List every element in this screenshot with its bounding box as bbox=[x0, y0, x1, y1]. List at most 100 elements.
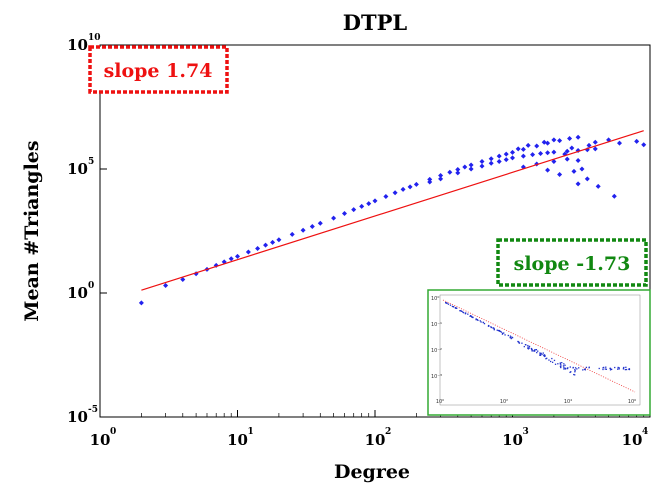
inset-point bbox=[563, 366, 565, 368]
inset-point bbox=[543, 355, 545, 357]
inset-point bbox=[469, 315, 471, 317]
inset-point bbox=[559, 362, 561, 364]
slope-red-text: slope 1.74 bbox=[104, 60, 213, 82]
scatter-point bbox=[447, 169, 453, 175]
inset-point bbox=[518, 342, 521, 344]
y-tick-exponent: -5 bbox=[88, 405, 98, 415]
inset-point bbox=[560, 366, 562, 369]
scatter-point bbox=[510, 149, 515, 155]
inset-point bbox=[525, 344, 527, 346]
inset-point bbox=[574, 371, 576, 373]
inset-point bbox=[564, 364, 566, 366]
inset-point bbox=[604, 368, 606, 370]
x-tick-exponent: 0 bbox=[110, 427, 116, 437]
inset-point bbox=[609, 369, 612, 371]
inset-point bbox=[573, 373, 575, 376]
scatter-point bbox=[496, 153, 502, 159]
scatter-point bbox=[525, 142, 531, 148]
scatter-point bbox=[468, 166, 474, 172]
scatter-point bbox=[438, 176, 444, 182]
inset-point bbox=[602, 368, 604, 371]
inset-point bbox=[467, 313, 469, 315]
scatter-point bbox=[263, 242, 269, 248]
scatter-point bbox=[579, 166, 585, 172]
inset-point bbox=[527, 344, 529, 347]
scatter-point bbox=[586, 142, 592, 148]
inset-point bbox=[480, 321, 482, 323]
fit-line bbox=[141, 130, 644, 291]
x-axis-ticks: 10 0 10 1 10 2 10 3 10 4 bbox=[90, 410, 651, 449]
inset-point bbox=[539, 352, 541, 354]
scatter-point bbox=[634, 138, 640, 144]
inset-point bbox=[475, 318, 477, 321]
inset-point bbox=[500, 331, 503, 333]
scatter-point bbox=[551, 137, 557, 143]
inset-point bbox=[531, 349, 533, 351]
inset-point bbox=[548, 359, 550, 361]
scatter-point bbox=[564, 148, 570, 154]
y-tick-label: 10 bbox=[67, 160, 88, 178]
inset-point bbox=[617, 368, 619, 370]
inset-point bbox=[521, 342, 523, 344]
inset-point bbox=[482, 321, 485, 324]
inset-y-tick-label: 10⁻¹ bbox=[431, 322, 442, 328]
scatter-point bbox=[479, 159, 485, 165]
inset-point bbox=[456, 307, 458, 309]
inset-point bbox=[561, 362, 563, 364]
inset-point bbox=[542, 352, 544, 354]
inset-point bbox=[574, 370, 576, 372]
scatter-point bbox=[595, 183, 601, 189]
inset-point bbox=[618, 367, 620, 369]
scatter-point bbox=[503, 157, 509, 163]
inset-plot: 10⁰ 10⁻¹ 10⁻² 10⁻³ 10⁰ 10² 10⁴ 10⁶ bbox=[427, 289, 651, 416]
inset-point bbox=[511, 336, 513, 338]
inset-point bbox=[553, 359, 556, 362]
scatter-point bbox=[551, 159, 557, 165]
inset-point bbox=[451, 305, 454, 308]
inset-point bbox=[540, 352, 542, 355]
scatter-point bbox=[309, 224, 315, 230]
inset-x-ticks: 10⁰ 10² 10⁴ 10⁶ bbox=[436, 399, 636, 405]
scatter-point bbox=[245, 249, 251, 255]
inset-point bbox=[492, 327, 494, 329]
inset-point bbox=[517, 340, 519, 343]
x-tick-exponent: 1 bbox=[248, 427, 254, 437]
scatter-point bbox=[455, 170, 461, 176]
scatter-point bbox=[255, 246, 261, 252]
inset-point bbox=[532, 350, 534, 352]
scatter-point bbox=[520, 146, 526, 152]
scatter-point bbox=[534, 143, 540, 149]
scatter-point bbox=[468, 162, 474, 168]
scatter-point bbox=[438, 172, 444, 178]
scatter-point bbox=[413, 181, 419, 187]
inset-point bbox=[569, 366, 571, 368]
inset-point bbox=[618, 368, 620, 370]
inset-point bbox=[598, 367, 600, 370]
inset-point bbox=[574, 367, 577, 369]
inset-point bbox=[497, 329, 500, 332]
inset-point bbox=[523, 345, 525, 348]
x-tick-label: 10 bbox=[365, 431, 386, 449]
inset-point bbox=[493, 327, 495, 329]
inset-point bbox=[578, 367, 580, 369]
scatter-point bbox=[567, 135, 573, 141]
scatter-point bbox=[545, 167, 551, 173]
inset-point bbox=[562, 365, 565, 367]
scatter-point bbox=[392, 190, 398, 196]
inset-point bbox=[551, 357, 553, 360]
scatter-point bbox=[359, 203, 365, 209]
inset-point bbox=[624, 368, 627, 371]
inset-point bbox=[537, 350, 539, 352]
y-tick-exponent: 0 bbox=[88, 281, 94, 291]
inset-point bbox=[460, 310, 462, 312]
scatter-point bbox=[611, 193, 617, 199]
inset-point bbox=[545, 358, 547, 360]
inset-point bbox=[541, 353, 543, 356]
scatter-point bbox=[641, 142, 647, 148]
inset-point bbox=[563, 368, 565, 370]
scatter-point bbox=[228, 256, 234, 262]
inset-point bbox=[574, 369, 576, 371]
scatter-point bbox=[592, 146, 598, 152]
x-tick-exponent: 4 bbox=[642, 427, 648, 437]
